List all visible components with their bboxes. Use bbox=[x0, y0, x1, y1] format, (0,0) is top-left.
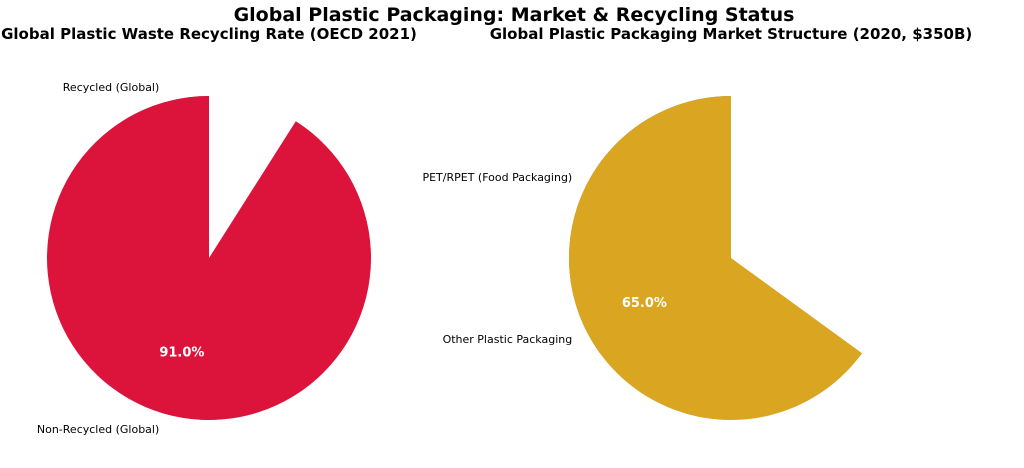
pie-0-slice-label-1: Non-Recycled (Global) bbox=[37, 423, 159, 436]
market-structure-pie: 35.0%PET/RPET (Food Packaging)65.0%Other… bbox=[422, 96, 863, 421]
left-chart-title: Global Plastic Waste Recycling Rate (OEC… bbox=[1, 25, 417, 43]
pie-1-pct-label-1: 65.0% bbox=[622, 296, 667, 311]
pie-1-slice-label-0: PET/RPET (Food Packaging) bbox=[422, 171, 572, 184]
pie-0-pct-label-1: 91.0% bbox=[159, 345, 204, 360]
recycling-rate-pie: 9.0%Recycled (Global)91.0%Non-Recycled (… bbox=[37, 81, 372, 436]
figure-title: Global Plastic Packaging: Market & Recyc… bbox=[234, 4, 795, 26]
right-chart-title: Global Plastic Packaging Market Structur… bbox=[490, 25, 973, 43]
pie-0-slice-label-0: Recycled (Global) bbox=[63, 81, 160, 94]
pie-1-slice-1 bbox=[568, 96, 863, 421]
pie-0-slice-1 bbox=[47, 96, 372, 420]
pie-1-slice-label-1: Other Plastic Packaging bbox=[443, 333, 573, 346]
